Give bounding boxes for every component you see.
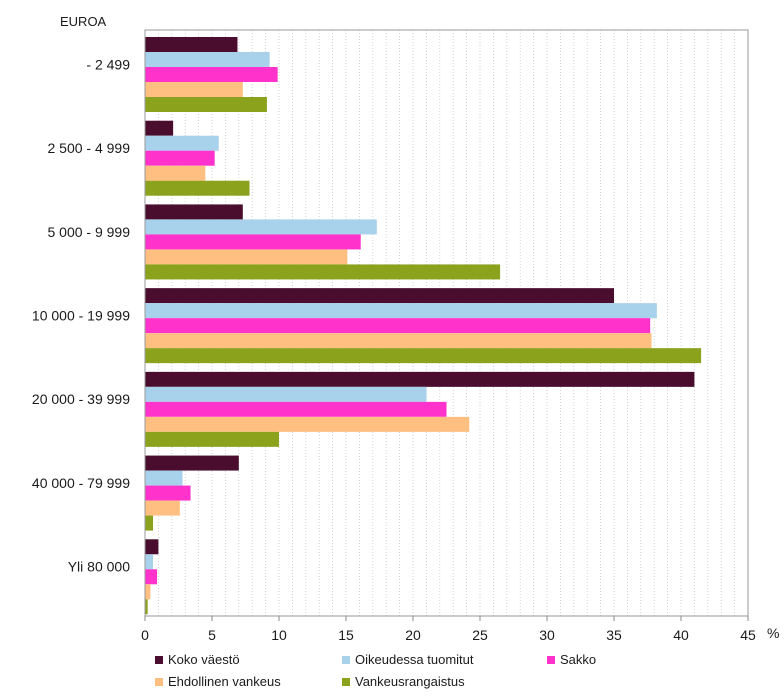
x-tick-label: 20 xyxy=(405,627,421,643)
x-tick-label: 40 xyxy=(673,627,689,643)
x-tick-label: 10 xyxy=(271,627,287,643)
bar xyxy=(145,554,154,570)
legend-swatch xyxy=(342,655,350,664)
bar xyxy=(145,539,159,555)
legend-label: Oikeudessa tuomitut xyxy=(355,652,474,667)
legend-swatch xyxy=(155,655,163,664)
bar xyxy=(145,204,243,220)
y-tick-label: 5 000 - 9 999 xyxy=(47,224,130,240)
y-tick-label: Yli 80 000 xyxy=(68,559,130,575)
legend-item: Oikeudessa tuomitut xyxy=(342,652,474,667)
x-tick-label: 25 xyxy=(472,627,488,643)
bar xyxy=(145,219,377,235)
legend-label: Sakko xyxy=(560,652,597,667)
x-tick-label: 35 xyxy=(606,627,622,643)
legend-swatch xyxy=(547,655,555,664)
x-axis-unit: % xyxy=(767,625,779,641)
bar xyxy=(145,416,470,432)
legend-item: Sakko xyxy=(547,652,596,667)
y-tick-label: 40 000 - 79 999 xyxy=(32,475,130,491)
bar xyxy=(145,431,279,447)
bar xyxy=(145,584,151,600)
y-tick-label: 10 000 - 19 999 xyxy=(32,307,130,323)
bar xyxy=(145,455,239,471)
bar xyxy=(145,150,215,166)
legend-item: Ehdollinen vankeus xyxy=(155,674,281,689)
x-tick-label: 5 xyxy=(208,627,216,643)
y-tick-label: 2 500 - 4 999 xyxy=(47,140,130,156)
bar xyxy=(145,401,447,417)
bar xyxy=(145,249,348,265)
bar xyxy=(145,82,243,97)
legend-item: Koko väestö xyxy=(155,652,240,667)
legend-item: Vankeusrangaistus xyxy=(342,674,465,689)
legend-label: Vankeusrangaistus xyxy=(355,674,465,689)
x-tick-label: 30 xyxy=(539,627,555,643)
x-tick-label: 15 xyxy=(338,627,354,643)
x-tick-label: 0 xyxy=(141,627,149,643)
bar xyxy=(145,333,652,349)
bar xyxy=(145,470,183,486)
bar xyxy=(145,371,695,387)
bar xyxy=(145,386,427,402)
bar xyxy=(145,599,148,615)
bar xyxy=(145,500,180,516)
legend-swatch xyxy=(155,677,163,686)
bar xyxy=(145,234,361,250)
bar xyxy=(145,135,219,151)
bar xyxy=(145,120,174,136)
legend-label: Koko väestö xyxy=(168,652,240,667)
bar xyxy=(145,97,267,112)
bar xyxy=(145,52,270,67)
bar xyxy=(145,37,238,52)
bar xyxy=(145,180,250,196)
bar xyxy=(145,485,191,501)
legend-label: Ehdollinen vankeus xyxy=(168,674,281,689)
x-tick-label: 45 xyxy=(740,627,756,643)
plot-frame xyxy=(144,29,749,617)
bar xyxy=(145,569,158,585)
unit-label: EUROA xyxy=(60,14,107,29)
bar xyxy=(145,264,501,280)
bar xyxy=(145,303,657,319)
bar xyxy=(145,288,614,304)
bar xyxy=(145,67,278,82)
y-tick-label: 20 000 - 39 999 xyxy=(32,391,130,407)
bar xyxy=(145,318,651,334)
legend-swatch xyxy=(342,677,350,686)
bar xyxy=(145,348,702,364)
y-tick-label: - 2 499 xyxy=(86,56,130,72)
bars xyxy=(145,37,702,615)
axes: 0 5 10 15 20 25 30 35 40 45 - 2 499 2 500 - 4 999 5 … xyxy=(32,29,756,643)
bar xyxy=(145,165,206,181)
bar xyxy=(145,515,154,531)
